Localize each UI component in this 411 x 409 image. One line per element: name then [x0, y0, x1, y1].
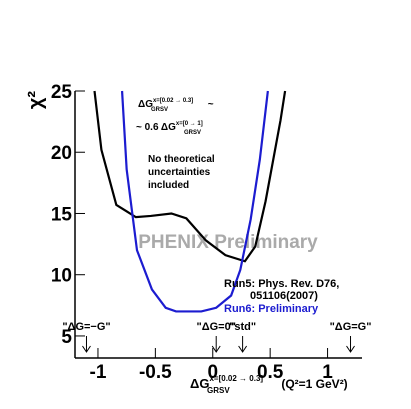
series-line: [120, 90, 269, 313]
annotation-arrowhead: [211, 345, 221, 353]
x-label-main: ΔG: [190, 376, 209, 391]
annotation: "std": [229, 321, 256, 333]
note-line: No theoretical: [148, 154, 215, 165]
note-line: uncertainties: [148, 167, 211, 178]
note-sup: x=[0.02 → 0.3]: [153, 98, 193, 104]
note-main: ΔG: [138, 99, 153, 110]
x-tick-label: 0.5: [257, 362, 284, 383]
y-tick-label: 25: [51, 82, 73, 103]
ratio-note-2: ~ 0.6 ΔGx=[0 → 1] GRSV: [136, 121, 203, 136]
legend-entry: 051106(2007): [250, 290, 318, 302]
x-label-sub: GRSV: [207, 386, 230, 395]
legend-entry: Run5: Phys. Rev. D76,: [224, 278, 339, 290]
annotation-arrowhead: [346, 345, 355, 353]
x-label-tail: (Q²=1 GeV²): [278, 377, 348, 391]
annotation-arrowhead: [82, 345, 91, 353]
annotation: "ΔG=0": [196, 321, 235, 333]
annotation: "ΔG=G": [330, 321, 372, 333]
x-tick-label: 1: [322, 362, 333, 383]
x-tick-label: 0: [207, 362, 218, 383]
note-sub: GRSV: [151, 107, 168, 113]
y-axis-label: χ²: [25, 91, 47, 110]
y-tick-label: 20: [51, 143, 72, 164]
x-axis-label: ΔGx=[0.02 → 0.3] GRSV (Q²=1 GeV²): [190, 374, 348, 395]
watermark: PHENIX Preliminary: [138, 232, 318, 253]
note-sup: x=[0 → 1]: [176, 121, 203, 127]
x-label-sup: x=[0.02 → 0.3]: [209, 374, 263, 383]
note-main: ~ 0.6 ΔG: [136, 122, 176, 133]
ratio-note-1: ΔGx=[0.02 → 0.3] GRSV ~: [138, 98, 214, 113]
series-line: [93, 90, 287, 263]
y-tick-label: 15: [51, 204, 73, 225]
x-tick-label: -0.5: [139, 362, 172, 383]
note-line: included: [148, 180, 189, 191]
annotation: "ΔG=−G": [62, 321, 110, 333]
legend-entry: Run6: Preliminary: [224, 303, 319, 315]
y-tick-label: 10: [51, 266, 72, 287]
note-sub: GRSV: [184, 130, 201, 136]
annotation-arrowhead: [238, 345, 248, 353]
y-tick-label: 5: [61, 327, 72, 348]
x-tick-label: -1: [90, 362, 107, 383]
note-tail: ~: [205, 99, 214, 110]
